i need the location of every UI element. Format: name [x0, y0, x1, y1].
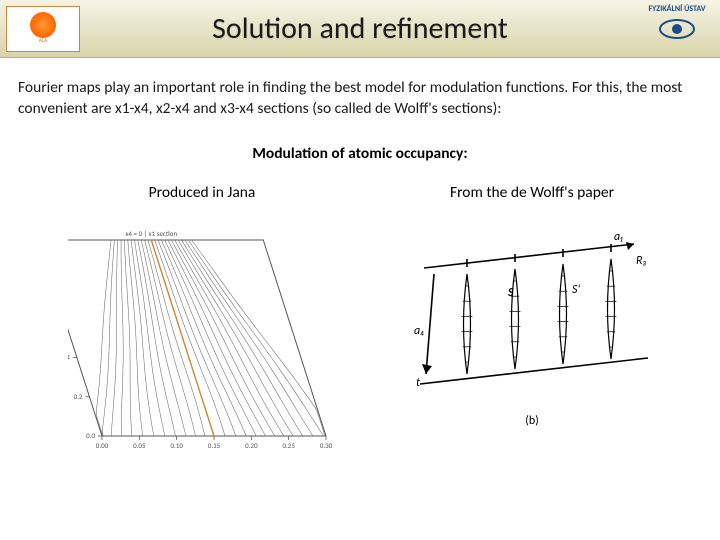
svg-text:0.20: 0.20: [245, 441, 258, 450]
svg-text:0.10: 0.10: [170, 441, 183, 450]
svg-text:0.4: 0.4: [68, 352, 70, 361]
slide-title: Solution and refinement: [80, 10, 640, 47]
body-paragraph: Fourier maps play an important role in f…: [0, 58, 720, 120]
svg-text:R₃: R₃: [636, 254, 647, 268]
svg-text:a₄: a₄: [414, 324, 424, 338]
fzu-logo: FYZIKÁLNÍ ÚSTAV: [640, 6, 714, 52]
figure-columns: Produced in Jana 0.00.20.40.60.81.00.000…: [0, 163, 720, 454]
svg-text:0.25: 0.25: [282, 441, 295, 450]
svg-text:0.00: 0.00: [96, 441, 109, 450]
slide-header: ACA Solution and refinement FYZIKÁLNÍ ÚS…: [0, 0, 720, 58]
dewolff-schematic-figure: a₁ R₃ t a₄ S S' (b): [412, 224, 652, 434]
left-caption: Produced in Jana: [149, 183, 256, 202]
svg-text:0.15: 0.15: [208, 441, 221, 450]
svg-text:a₁: a₁: [614, 230, 623, 244]
jana-contour-figure: 0.00.20.40.60.81.00.000.050.100.150.200.…: [68, 224, 336, 454]
right-caption: From the de Wolff's paper: [450, 183, 614, 202]
svg-text:S: S: [507, 286, 514, 300]
svg-text:0.30: 0.30: [320, 441, 333, 450]
svg-text:t: t: [416, 376, 421, 390]
aca-logo: ACA: [6, 6, 80, 52]
svg-text:x4 = 0 | x1 section: x4 = 0 | x1 section: [125, 229, 177, 238]
svg-text:S': S': [572, 283, 580, 297]
svg-text:0.2: 0.2: [74, 392, 83, 401]
right-column: From the de Wolff's paper a₁ R₃ t a₄ S S' (b): [412, 183, 652, 454]
svg-text:0.05: 0.05: [133, 441, 146, 450]
left-column: Produced in Jana 0.00.20.40.60.81.00.000…: [68, 183, 336, 454]
section-label: Modulation of atomic occupancy:: [0, 144, 720, 163]
fzu-logo-text: FYZIKÁLNÍ ÚSTAV: [649, 4, 706, 14]
svg-text:0.0: 0.0: [86, 431, 95, 440]
svg-text:(b): (b): [525, 414, 539, 428]
aca-logo-text: ACA: [39, 39, 47, 45]
